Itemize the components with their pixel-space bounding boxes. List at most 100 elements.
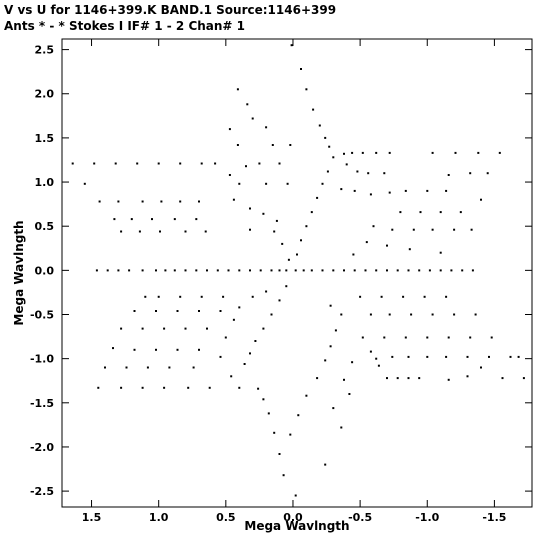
uv-point: [251, 117, 254, 120]
uv-point: [155, 269, 157, 272]
uv-point: [447, 174, 450, 176]
uv-point: [340, 313, 343, 316]
uv-point: [480, 198, 482, 201]
uv-point: [187, 386, 190, 389]
uv-point: [300, 68, 302, 70]
uv-point: [184, 327, 187, 330]
uv-point: [257, 387, 260, 390]
uv-point: [522, 377, 525, 380]
uv-point: [97, 386, 100, 389]
uv-point: [200, 295, 203, 298]
uv-point: [151, 218, 153, 221]
uv-point: [157, 295, 160, 298]
uv-point: [404, 336, 407, 339]
uv-point: [206, 327, 208, 330]
y-tick-label: -1.5: [30, 397, 54, 410]
uv-point: [305, 88, 308, 91]
uv-point: [285, 285, 288, 288]
uv-point: [285, 269, 288, 272]
uv-point: [249, 269, 251, 272]
uv-point: [275, 219, 278, 222]
uv-point: [305, 394, 308, 397]
uv-point: [265, 290, 268, 293]
uv-point: [228, 128, 231, 131]
uv-point: [254, 340, 257, 342]
uv-point: [383, 336, 386, 339]
uv-point: [219, 310, 222, 312]
uv-point: [343, 378, 345, 381]
uv-point: [98, 200, 101, 203]
uv-point: [219, 355, 222, 358]
uv-point: [375, 269, 378, 272]
uv-point: [365, 241, 368, 244]
plot-frame: [61, 38, 533, 508]
uv-point: [383, 172, 386, 175]
uv-point: [173, 218, 176, 221]
y-tick-label: -0.5: [30, 309, 54, 322]
uv-point: [316, 196, 319, 199]
uv-point: [351, 361, 354, 364]
uv-point: [104, 366, 106, 369]
uv-point: [310, 269, 313, 272]
uv-point: [445, 355, 448, 358]
uv-point: [447, 336, 450, 339]
y-tick-label: 0.0: [35, 264, 55, 277]
uv-point: [83, 182, 86, 185]
uv-point: [258, 162, 261, 165]
uv-point: [120, 327, 123, 330]
uv-point: [501, 377, 504, 380]
uv-point: [364, 269, 367, 272]
y-tick-label: -2.0: [30, 441, 54, 454]
uv-point: [399, 211, 402, 214]
uv-point: [345, 163, 348, 166]
uv-point: [348, 393, 351, 395]
uv-point: [289, 433, 292, 436]
uv-point: [386, 377, 388, 380]
plot-title: V vs U for 1146+399.K BAND.1 Source:1146…: [4, 3, 336, 17]
uv-point: [157, 162, 160, 165]
uv-point: [453, 228, 456, 231]
uv-point: [321, 182, 324, 185]
uv-point: [155, 310, 157, 312]
uv-point: [130, 218, 133, 221]
uv-point: [296, 253, 298, 256]
uv-point: [198, 200, 200, 203]
y-axis-label: Mega Wavlngth: [12, 220, 26, 325]
uv-point: [418, 269, 421, 272]
uv-point: [287, 258, 290, 261]
uv-point: [488, 355, 490, 358]
uv-point: [238, 306, 241, 309]
x-tick-label: -1.5: [482, 511, 506, 524]
uv-point: [179, 162, 182, 165]
uv-point: [249, 207, 251, 210]
uv-point: [294, 269, 297, 272]
uv-point: [375, 357, 378, 360]
uv-point: [146, 366, 149, 369]
uv-point: [114, 162, 117, 165]
uv-point: [289, 144, 292, 146]
uv-point: [71, 162, 74, 165]
uv-point: [133, 310, 136, 312]
plot-subtitle: Ants * - * Stokes I IF# 1 - 2 Chan# 1: [4, 19, 245, 33]
uv-point: [141, 386, 144, 389]
uv-point: [328, 145, 331, 148]
uv-point: [245, 165, 247, 168]
uv-point: [329, 345, 332, 348]
x-tick-label: 1.5: [82, 511, 102, 524]
uv-point: [361, 151, 364, 154]
uv-point: [249, 352, 251, 355]
y-tick-label: 0.5: [35, 220, 55, 233]
uv-point: [198, 348, 200, 351]
uv-point: [305, 225, 308, 228]
uv-point: [204, 230, 207, 233]
uv-point: [278, 269, 281, 272]
uv-point: [302, 269, 305, 272]
uv-point: [428, 269, 431, 272]
uv-point: [386, 269, 388, 272]
uv-point: [271, 144, 274, 146]
uv-point: [426, 189, 429, 192]
y-tick-label: 1.0: [35, 176, 55, 189]
uv-point: [445, 189, 448, 192]
uv-point: [262, 398, 265, 401]
uv-point: [324, 359, 327, 362]
